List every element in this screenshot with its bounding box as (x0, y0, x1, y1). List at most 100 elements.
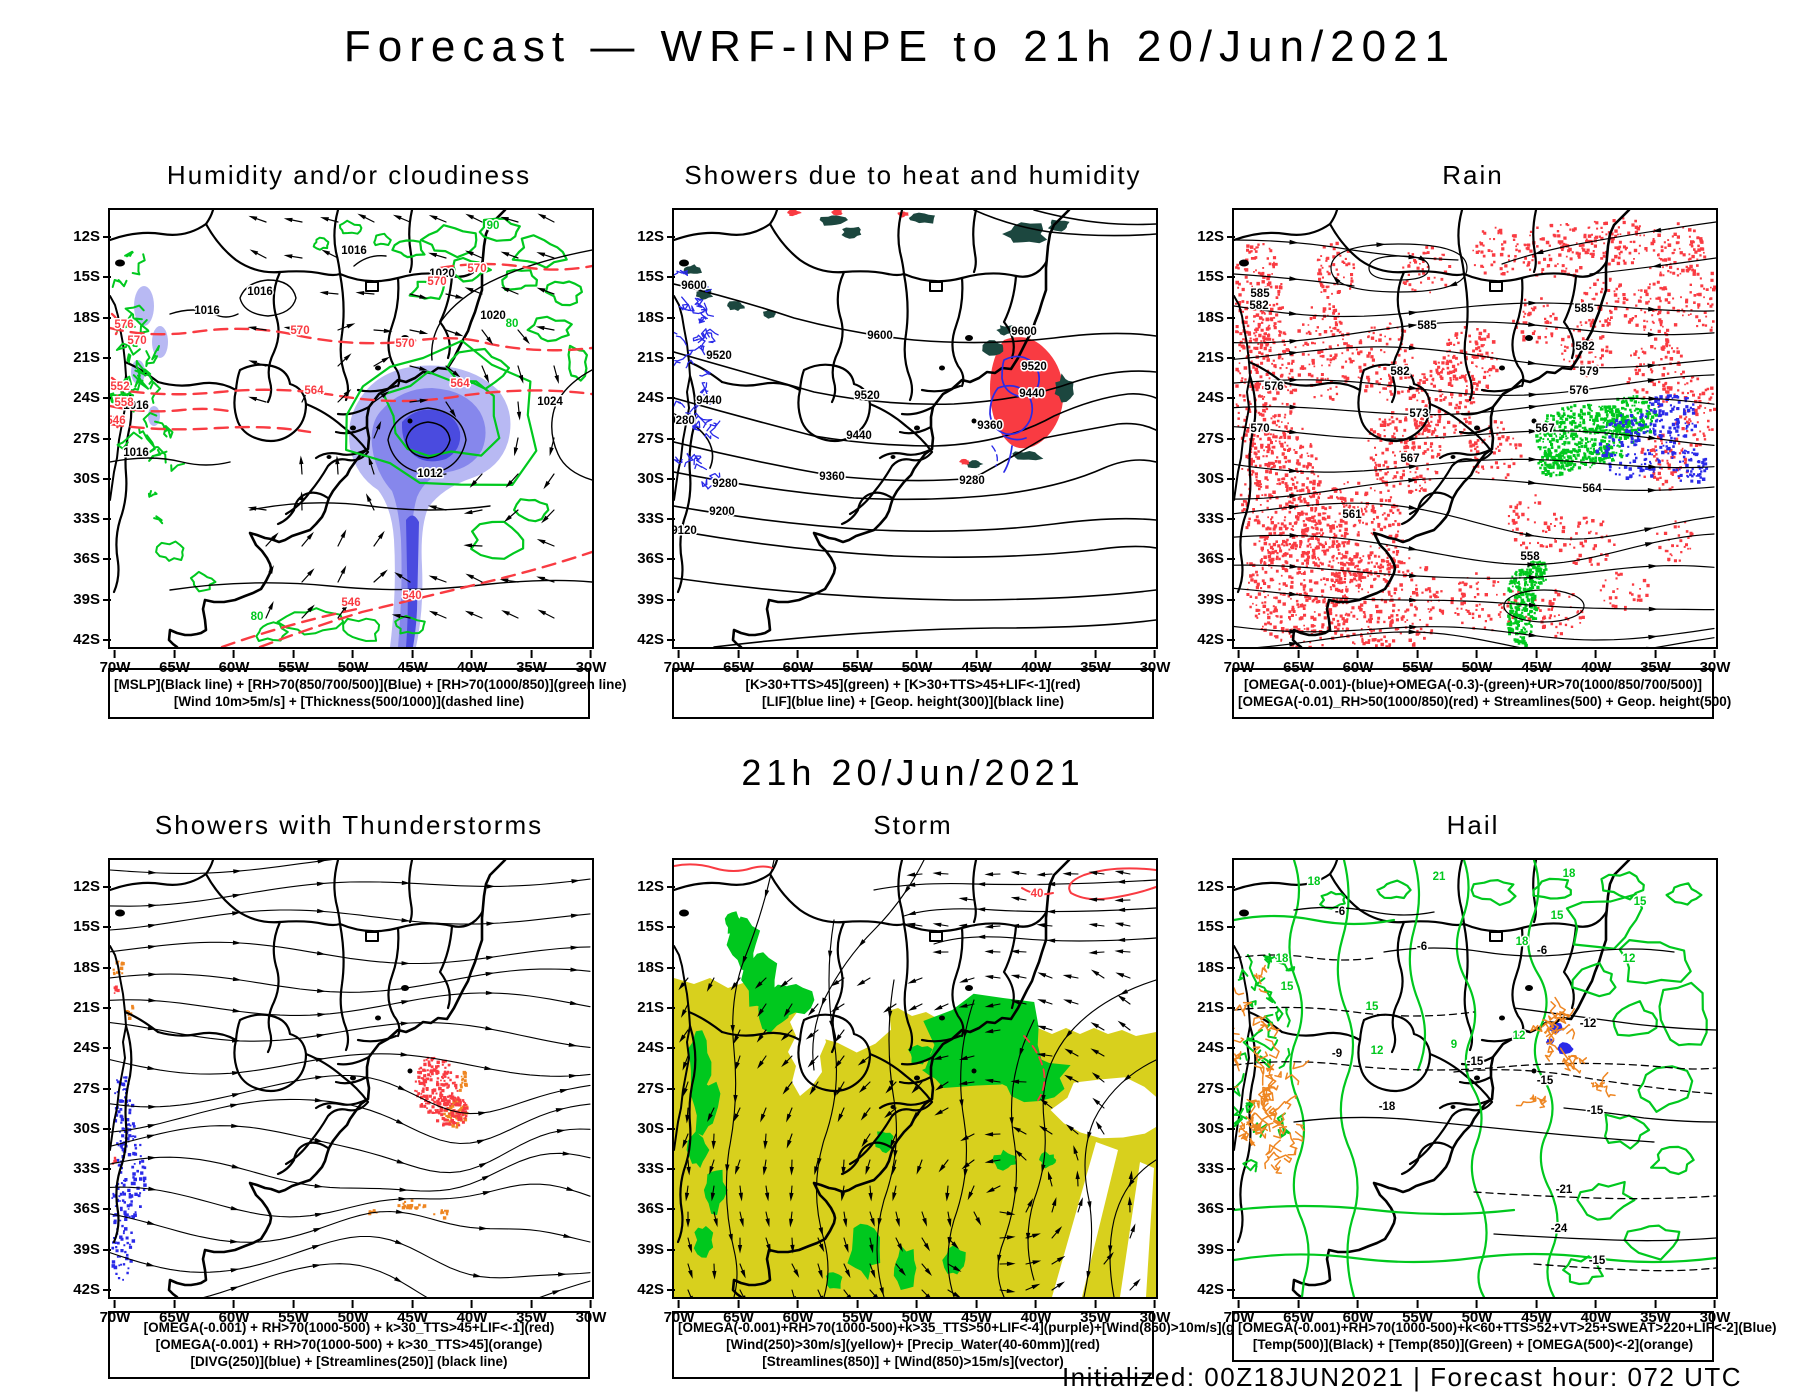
contour-label: 1016 (123, 447, 149, 459)
lat-tick-label: 33S (624, 510, 675, 528)
contour-label: 558 (1520, 551, 1540, 563)
contour-label: 15 (1634, 896, 1647, 908)
lon-tick-label: 35W (1080, 650, 1111, 676)
lon-tick-label: 45W (961, 650, 992, 676)
contour-label: 9520 (854, 390, 880, 402)
lat-tick-label: 36S (624, 1200, 675, 1218)
lat-tick-label: 27S (624, 1080, 675, 1098)
contour-label: 1016 (341, 245, 367, 257)
showers-heat-map: 9600 9600 9600 9520 9520 9520 9440 9440 9440 9360… (637, 208, 1170, 676)
lat-tick-label: 30S (1184, 1120, 1235, 1138)
lat-tick-label: 24S (60, 389, 111, 407)
caption-line: [Temp(500)](Black) + [Temp(850)](Green) … (1252, 1337, 1694, 1352)
lon-tick-label: 65W (159, 650, 190, 676)
contour-label: 80 (251, 611, 264, 623)
storm-map: 40 12S 15S 18S 21S 24S 27S 30S 33S 36S 39S 42S 70W 6… (637, 858, 1170, 1326)
lon-tick-label: 70W (663, 1300, 695, 1326)
lat-tick-label: 36S (60, 550, 111, 568)
contour-label: 21 (1433, 871, 1446, 883)
panel-humidity: Humidity and/or cloudiness 1016 1016 1016 1… (73, 158, 626, 719)
lon-tick-label: 35W (1640, 1300, 1671, 1326)
contour-label: 573 (1409, 408, 1428, 420)
lon-tick-label: 35W (1640, 650, 1671, 676)
contour-label: 9600 (681, 280, 707, 292)
panel-showers-heat: Showers due to heat and humidity 9600 960… (637, 158, 1170, 719)
contour-label: 570 (467, 263, 486, 275)
contour-label: 1016 (247, 286, 273, 298)
lon-tick-label: 45W (397, 650, 428, 676)
lat-tick-label: 27S (1184, 1080, 1235, 1098)
humidity-map-canvas: 1016 1016 1016 1016 1016 1020 1020 1024 1012 570 5… (110, 210, 592, 647)
lat-tick-label: 18S (1184, 309, 1235, 327)
lon-tick-label: 35W (1080, 1300, 1111, 1326)
lat-tick-label: 21S (60, 999, 111, 1017)
lat-tick-label: 24S (1184, 1039, 1235, 1057)
contour-label: 9600 (867, 330, 893, 342)
contour-label: 18 (1516, 936, 1529, 948)
contour-label: 15 (1281, 981, 1294, 993)
contour-label: 9440 (1019, 388, 1045, 400)
lat-tick-label: 15S (624, 268, 675, 286)
lat-tick-label: 27S (1184, 430, 1235, 448)
contour-label: 9520 (1021, 361, 1047, 373)
contour-label: 40 (1031, 888, 1044, 900)
panel-title-hail: Hail (1446, 810, 1500, 840)
panel-title-showers-thunderstorms: Showers with Thunderstorms (154, 810, 544, 840)
panel-title-humidity: Humidity and/or cloudiness (166, 160, 532, 190)
contour-label: 582 (1249, 300, 1268, 312)
lat-tick-label: 18S (624, 309, 675, 327)
caption-line: [LIF](blue line) + [Geop. height(300)](b… (762, 694, 1064, 709)
contour-label: -12 (1580, 1018, 1597, 1030)
contour-label: 558 (114, 397, 134, 409)
contour-label: 567 (1535, 423, 1554, 435)
lat-tick-label: 33S (60, 510, 111, 528)
contour-label: 561 (1342, 509, 1362, 521)
lat-tick-label: 15S (1184, 268, 1235, 286)
panel-title-storm: Storm (873, 810, 953, 840)
contour-label: 564 (304, 385, 324, 397)
lon-tick-label: 65W (159, 1300, 190, 1326)
lon-tick-label: 50W (1461, 650, 1493, 676)
storm-map-canvas: 40 (674, 860, 1156, 1297)
lat-tick-label: 21S (1184, 999, 1235, 1017)
contour-label: 1020 (429, 268, 455, 280)
lon-tick-label: 50W (901, 650, 933, 676)
lat-tick-label: 39S (1184, 591, 1235, 609)
panel-hail: Hail 18 21 18 15 15 18 12 18 15 15 12 12 9 -6 -6 -6 -9 -1… (1197, 808, 1777, 1362)
lat-tick-label: 21S (624, 349, 675, 367)
lon-tick-label: 70W (1223, 650, 1255, 676)
hail-map: 18 21 18 15 15 18 12 18 15 15 12 12 9 -6 -6 -6 -9 -12 -15 -… (1197, 858, 1730, 1326)
lon-tick-label: 70W (99, 650, 131, 676)
lon-tick-label: 60W (218, 1300, 250, 1326)
lon-tick-label: 40W (1020, 1300, 1052, 1326)
lat-tick-label: 27S (60, 430, 111, 448)
lat-tick-label: 33S (60, 1160, 111, 1178)
contour-label: 546 (341, 597, 360, 609)
contour-label: 567 (1400, 453, 1419, 465)
lat-tick-label: 39S (624, 1241, 675, 1259)
caption-hail: [OMEGA(-0.001)+RH>70(1000-500)+k<60+TTS>… (1232, 1311, 1777, 1362)
lat-tick-label: 39S (624, 591, 675, 609)
contour-label: 9520 (706, 350, 732, 362)
contour-label: 18 (1308, 876, 1321, 888)
contour-label: 9 (1451, 1039, 1457, 1051)
lon-tick-label: 50W (337, 650, 369, 676)
lat-tick-label: 18S (1184, 959, 1235, 977)
contour-label: 585 (1250, 288, 1270, 300)
contour-label: 9440 (846, 430, 872, 442)
contour-label: -21 (1556, 1184, 1573, 1196)
lon-tick-label: 45W (1521, 650, 1552, 676)
lon-tick-label: 50W (901, 1300, 933, 1326)
caption-line: [OMEGA(-0.001)-(blue)+OMEGA(-0.3)-(green… (1243, 677, 1703, 692)
lon-tick-label: 55W (278, 650, 309, 676)
contour-label: 9120 (674, 525, 697, 537)
contour-label: 15 (1551, 910, 1564, 922)
lat-tick-label: 36S (60, 1200, 111, 1218)
lon-tick-label: 60W (1342, 650, 1374, 676)
panel-title-showers-heat: Showers due to heat and humidity (684, 160, 1142, 190)
valid-datetime: 21h 20/Jun/2021 (741, 752, 1085, 793)
lat-tick-label: 15S (624, 918, 675, 936)
contour-label: -6 (1417, 941, 1427, 953)
contour-label: -6 (1537, 945, 1547, 957)
